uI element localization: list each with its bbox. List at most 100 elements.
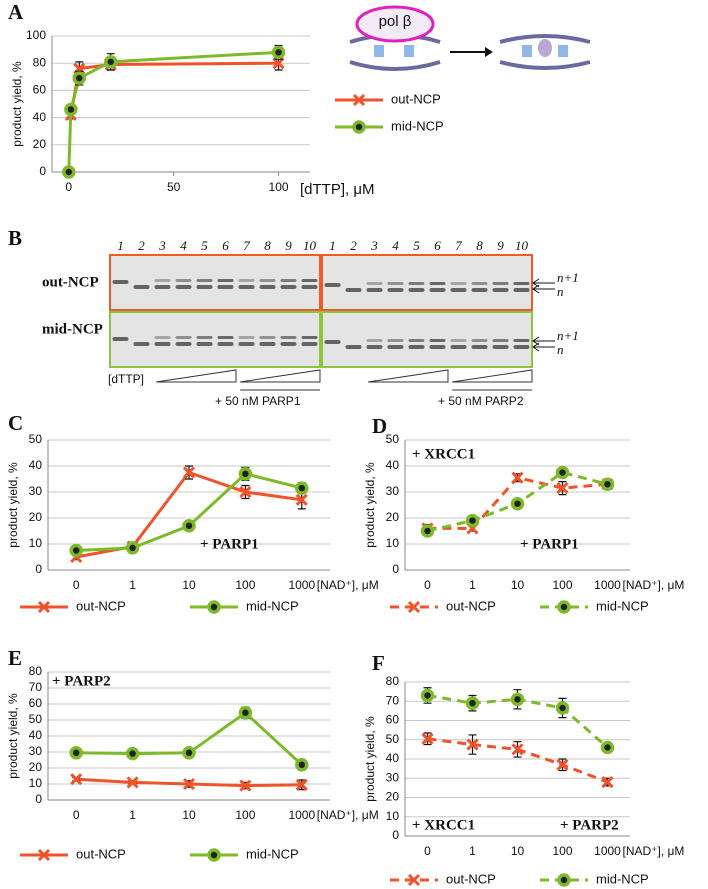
gel-band (408, 339, 425, 342)
x-tick-label: 0 (424, 844, 431, 858)
x-axis-label: [NAD⁺], μM (317, 808, 379, 822)
nucleotide (558, 45, 568, 57)
lane-number: 4 (180, 238, 187, 253)
titration-wedge (156, 369, 237, 383)
marker (239, 485, 252, 499)
marker (295, 481, 309, 495)
x-tick-label: 1 (129, 808, 136, 822)
marker (465, 513, 480, 528)
legend-label: mid-NCP (246, 846, 299, 861)
gel-band (366, 345, 383, 349)
x-tick-label: 1 (469, 578, 476, 592)
condition-label: + 50 nM PARP2 (438, 394, 524, 408)
x-axis-label: [NAD⁺], μM (623, 844, 685, 858)
gel-band (280, 285, 297, 289)
x-tick-label: 1 (129, 578, 136, 592)
x-tick-label: 1000 (594, 578, 621, 592)
gel-background (109, 254, 321, 311)
gel-band (513, 339, 530, 342)
band-arrowhead (532, 336, 540, 346)
series (64, 55, 285, 121)
x-axis-label: [NAD⁺], μM (623, 578, 685, 592)
gel-band (217, 342, 234, 346)
series (69, 706, 309, 772)
gel-band (324, 340, 341, 344)
x-tick-label: 100 (552, 844, 572, 858)
y-tick-label: 60 (386, 713, 400, 727)
marker (295, 778, 308, 791)
gel-band (429, 288, 446, 292)
legend-label: out-NCP (446, 598, 496, 613)
panel-letter: C (8, 411, 23, 435)
band-label: n+1 (557, 270, 579, 285)
series (420, 687, 615, 755)
y-tick-label: 40 (33, 110, 47, 124)
gel-band (238, 342, 255, 346)
annotation: + PARP1 (200, 536, 259, 552)
x-tick-label: 1000 (594, 844, 621, 858)
gel-band (387, 288, 404, 292)
series-line (76, 472, 303, 552)
x-tick-label: 10 (511, 578, 525, 592)
gel-band (366, 282, 383, 285)
gel-band (513, 288, 530, 292)
marker (64, 102, 78, 117)
x-tick-label: 100 (235, 578, 255, 592)
x-axis-label: [dTTP], μM (300, 181, 374, 198)
gel-band (492, 339, 509, 342)
gel-band (280, 342, 297, 346)
legend-label: out-NCP (391, 91, 441, 106)
annotation: + XRCC1 (412, 817, 475, 833)
lane-number: 10 (303, 238, 317, 253)
gel-band (471, 339, 488, 342)
gel-band (345, 288, 362, 292)
panel-letter: F (372, 651, 385, 675)
y-axis-label: product yield, % (6, 693, 20, 779)
x-tick-label: 10 (182, 578, 196, 592)
gel-band (513, 282, 530, 285)
gel-band (196, 279, 213, 282)
y-tick-label: 30 (386, 484, 400, 498)
x-tick-label: 10 (182, 808, 196, 822)
nucleotide (522, 45, 532, 57)
gel-band (196, 285, 213, 289)
marker (239, 779, 252, 792)
marker (511, 471, 524, 484)
y-tick-label: 30 (386, 770, 400, 784)
lane-number: 6 (434, 238, 441, 253)
y-tick-label: 40 (386, 751, 400, 765)
series (69, 466, 309, 558)
gel-band (112, 337, 129, 341)
y-tick-label: 20 (29, 510, 43, 524)
y-tick-label: 60 (33, 83, 47, 97)
y-tick-label: 0 (392, 562, 399, 576)
annotation: + XRCC1 (412, 446, 475, 462)
x-tick-label: 1000 (288, 808, 315, 822)
y-axis-label: product yield, % (6, 462, 20, 548)
legend-marker (557, 600, 571, 614)
row-label: mid-NCP (42, 321, 103, 337)
lane-number: 5 (201, 238, 208, 253)
band-arrowhead (532, 342, 540, 352)
x-tick-label: 1 (469, 844, 476, 858)
legend-marker (352, 120, 366, 134)
band-label: n+1 (557, 328, 579, 343)
marker (272, 57, 285, 70)
y-tick-label: 10 (386, 809, 400, 823)
titration-wedge (452, 369, 533, 383)
marker (73, 62, 86, 75)
legend-marker (207, 600, 221, 614)
marker (238, 467, 253, 481)
panel-letter: B (8, 226, 22, 250)
gel-band (492, 345, 509, 349)
marker (510, 496, 525, 511)
marker (420, 688, 435, 703)
series-line (69, 61, 279, 116)
gel-band (175, 279, 192, 282)
marker (510, 692, 525, 707)
y-tick-label: 50 (386, 732, 400, 746)
series (421, 732, 614, 789)
y-tick-label: 40 (29, 728, 43, 742)
marker (62, 165, 76, 179)
